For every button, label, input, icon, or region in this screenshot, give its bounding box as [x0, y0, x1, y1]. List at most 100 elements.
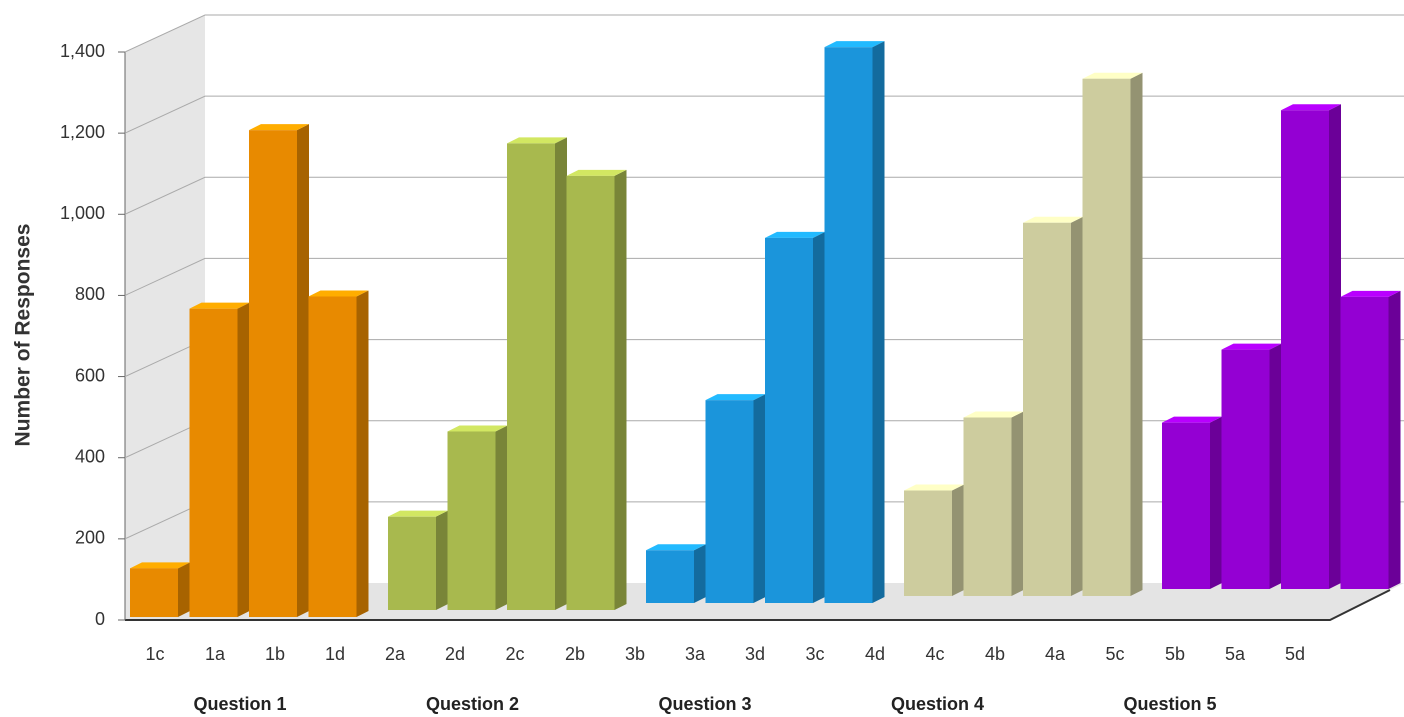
- x-tick-label: 1d: [325, 644, 345, 664]
- bar-side: [614, 169, 627, 610]
- bar: [308, 296, 357, 617]
- y-tick-label: 800: [75, 284, 105, 304]
- x-tick-label: 2c: [505, 644, 524, 664]
- bar-side: [1071, 216, 1083, 596]
- bar: [249, 130, 297, 617]
- bar-side: [555, 137, 567, 610]
- y-tick-label: 1,200: [60, 122, 105, 142]
- bar-top: [1340, 290, 1401, 297]
- floor-edge: [125, 589, 1391, 621]
- bar-top: [646, 544, 706, 551]
- x-tick-label: 5c: [1105, 644, 1124, 664]
- bar-top: [566, 169, 627, 176]
- bar-top: [904, 484, 964, 491]
- bar: [1221, 349, 1270, 589]
- grid-line: [124, 257, 1404, 296]
- y-axis-title: Number of Responses: [12, 224, 35, 447]
- bar-top: [447, 425, 508, 432]
- y-tick-label: 0: [95, 609, 105, 629]
- bar-top: [130, 562, 190, 569]
- bar: [507, 143, 555, 610]
- bar: [447, 431, 496, 610]
- x-tick-label: 2d: [445, 644, 465, 664]
- x-tick-label: 2a: [385, 644, 406, 664]
- group-label: Question 4: [891, 694, 984, 714]
- side-wall: [125, 15, 205, 620]
- x-tick-label: 4a: [1045, 644, 1066, 664]
- bar-top: [705, 394, 766, 401]
- bar-side: [1388, 290, 1401, 589]
- group-label: Question 2: [426, 694, 519, 714]
- bar: [705, 400, 754, 603]
- bar-side: [178, 562, 190, 617]
- bar-top: [249, 124, 309, 131]
- bar-side: [237, 302, 250, 617]
- bar-top: [308, 290, 369, 297]
- bar: [189, 308, 238, 617]
- group-label: Question 3: [658, 694, 751, 714]
- y-tick-label: 400: [75, 446, 105, 466]
- bar: [130, 568, 178, 617]
- x-tick-label: 1a: [205, 644, 226, 664]
- x-tick-label: 1b: [265, 644, 285, 664]
- bar: [1162, 422, 1210, 589]
- bar-top: [1281, 104, 1341, 111]
- bar-top: [388, 510, 448, 517]
- bar-side: [1329, 104, 1341, 589]
- x-tick-label: 5d: [1285, 644, 1305, 664]
- x-tick-label: 3a: [685, 644, 706, 664]
- y-tick-label: 1,000: [60, 203, 105, 223]
- group-label: Question 5: [1123, 694, 1216, 714]
- bar: [963, 417, 1012, 596]
- bar-side: [436, 510, 448, 610]
- bar-top: [765, 231, 825, 238]
- y-tick-label: 600: [75, 365, 105, 385]
- bar-top: [1023, 216, 1083, 223]
- bar: [388, 516, 436, 610]
- bar-side: [297, 124, 309, 618]
- bar: [824, 47, 873, 603]
- bar-top: [963, 411, 1024, 418]
- bar: [646, 550, 694, 603]
- x-tick-label: 4c: [925, 644, 944, 664]
- grid-line: [124, 176, 1404, 215]
- bar-side: [813, 231, 825, 603]
- x-tick-label: 3b: [625, 644, 645, 664]
- bar-top: [824, 41, 885, 48]
- bar: [904, 490, 952, 596]
- bar: [765, 237, 813, 603]
- x-tick-label: 3c: [805, 644, 824, 664]
- bar-top: [1221, 343, 1282, 350]
- bar-top: [1082, 72, 1143, 79]
- bar-top: [507, 137, 567, 144]
- bar-top: [189, 302, 250, 309]
- y-tick-label: 200: [75, 528, 105, 548]
- x-tick-label: 1c: [145, 644, 164, 664]
- bar-side: [1210, 416, 1222, 589]
- bar: [566, 175, 615, 610]
- grid-line: [124, 14, 1404, 53]
- bar-side: [753, 394, 766, 603]
- bar-side: [356, 290, 369, 617]
- bar-side: [1269, 343, 1282, 589]
- bar-side: [872, 41, 885, 603]
- bar-side: [1130, 72, 1143, 596]
- grid-line: [124, 95, 1404, 134]
- x-tick-label: 5b: [1165, 644, 1185, 664]
- y-tick-label: 1,400: [60, 41, 105, 61]
- bar: [1082, 78, 1131, 596]
- bar-side: [694, 544, 706, 603]
- x-tick-label: 4b: [985, 644, 1005, 664]
- bar-side: [495, 425, 508, 610]
- bar: [1340, 296, 1389, 589]
- x-tick-label: 4d: [865, 644, 885, 664]
- x-tick-label: 5a: [1225, 644, 1246, 664]
- bar-side: [952, 484, 964, 596]
- x-tick-label: 2b: [565, 644, 585, 664]
- bar-side: [1011, 411, 1024, 596]
- x-tick-label: 3d: [745, 644, 765, 664]
- bar: [1281, 110, 1329, 589]
- group-label: Question 1: [193, 694, 286, 714]
- bar: [1023, 222, 1071, 596]
